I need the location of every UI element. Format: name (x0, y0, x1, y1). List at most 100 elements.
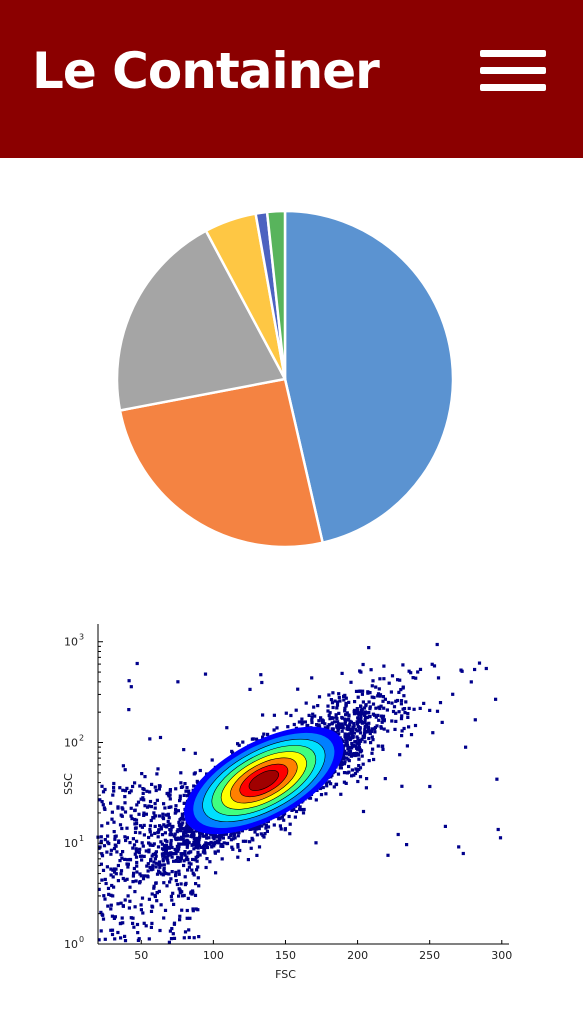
scatter-point (185, 825, 189, 829)
scatter-point (324, 792, 328, 796)
scatter-point (142, 787, 146, 791)
scatter-point (332, 720, 337, 724)
scatter-point (104, 881, 108, 886)
site-title[interactable]: Le Container (32, 42, 380, 100)
scatter-point (171, 932, 175, 936)
scatter-point (368, 707, 372, 711)
scatter-point (146, 875, 150, 879)
scatter-point (138, 784, 142, 788)
scatter-point (160, 852, 164, 856)
scatter-point (297, 720, 301, 724)
scatter-point (261, 833, 265, 838)
scatter-point (128, 885, 132, 889)
scatter-point (357, 741, 361, 745)
menu-bar-middle (480, 67, 546, 74)
scatter-point (371, 679, 375, 683)
scatter-point (182, 842, 187, 846)
scatter-point (185, 916, 189, 920)
scatter-point (357, 764, 361, 768)
scatter-point (109, 873, 113, 877)
scatter-point (296, 687, 300, 691)
scatter-point (210, 758, 214, 762)
scatter-point (153, 802, 157, 806)
scatter-point (232, 832, 236, 836)
scatter-point (299, 808, 303, 812)
scatter-point (370, 751, 374, 755)
scatter-point (109, 867, 113, 871)
scatter-point (135, 803, 139, 807)
scatter-point (154, 861, 158, 865)
scatter-point (164, 872, 168, 876)
scatter-point (185, 828, 189, 832)
scatter-point (379, 726, 383, 730)
scatter-point (152, 886, 156, 890)
scatter-point (157, 869, 161, 873)
scatter-point (343, 732, 347, 736)
scatter-point (129, 814, 133, 818)
scatter-point (126, 865, 130, 869)
scatter-point (205, 836, 209, 840)
scatter-point (360, 709, 364, 713)
scatter-point (401, 663, 405, 667)
scatter-point (178, 799, 182, 803)
scatter-point (203, 672, 208, 676)
scatter-point (246, 858, 250, 862)
scatter-plot: 50 100 150 200 250 300 10 0 10 1 10 2 10 3 FSC SSC (56, 610, 526, 990)
scatter-point (357, 767, 361, 772)
scatter-point (272, 713, 276, 717)
scatter-point (334, 782, 339, 786)
scatter-point (359, 739, 363, 743)
scatter-point (373, 730, 377, 734)
scatter-point (236, 843, 240, 847)
scatter-point (356, 753, 360, 757)
scatter-point (169, 937, 174, 941)
scatter-point (342, 771, 347, 775)
scatter-point (225, 841, 230, 845)
scatter-point (178, 918, 182, 922)
scatter-point (181, 852, 185, 856)
scatter-point (120, 826, 124, 831)
scatter-point (357, 743, 361, 747)
scatter-point (349, 730, 353, 734)
scatter-point (167, 940, 171, 944)
scatter-point (212, 837, 216, 841)
hamburger-menu-icon[interactable] (474, 44, 552, 96)
scatter-point (180, 908, 184, 912)
scatter-point (132, 871, 136, 875)
scatter-point (204, 841, 208, 845)
scatter-point (103, 877, 107, 881)
scatter-point (345, 741, 349, 745)
scatter-point (128, 841, 132, 845)
scatter-point (177, 842, 181, 846)
scatter-point (382, 727, 386, 731)
scatter-point (368, 731, 372, 735)
scatter-point (321, 719, 325, 723)
scatter-point (350, 774, 354, 778)
scatter-point (327, 780, 331, 784)
scatter-point (185, 845, 189, 849)
scatter-point (192, 847, 196, 851)
scatter-point (174, 879, 178, 883)
scatter-point (313, 714, 317, 718)
scatter-point (158, 871, 162, 875)
scatter-point (110, 928, 115, 932)
scatter-point (409, 671, 413, 675)
scatter-point (342, 755, 346, 759)
scatter-point (319, 716, 323, 720)
scatter-point (350, 768, 354, 772)
scatter-point (337, 732, 341, 736)
scatter-point (414, 676, 418, 680)
scatter-point (236, 834, 240, 838)
scatter-point (406, 712, 410, 716)
scatter-point (333, 699, 337, 703)
scatter-point (400, 784, 404, 788)
scatter-point (183, 853, 187, 857)
scatter-point (382, 664, 386, 668)
scatter-point (186, 843, 190, 847)
scatter-point (102, 844, 107, 848)
scatter-point (174, 810, 178, 814)
scatter-point (383, 697, 387, 701)
scatter-point (194, 855, 198, 859)
scatter-point (210, 845, 214, 849)
